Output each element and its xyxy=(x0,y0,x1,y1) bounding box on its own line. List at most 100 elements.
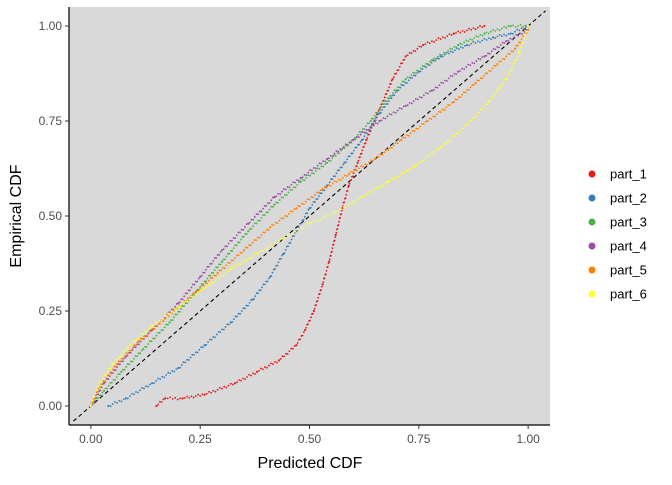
data-point xyxy=(229,382,232,385)
data-point xyxy=(414,97,417,100)
data-point xyxy=(391,147,393,149)
data-point xyxy=(140,349,143,352)
data-point xyxy=(392,76,395,79)
data-point xyxy=(117,373,120,376)
data-point xyxy=(390,97,393,100)
data-point xyxy=(271,205,274,208)
legend-key-part_3 xyxy=(588,218,596,226)
data-point xyxy=(503,42,506,44)
data-point xyxy=(107,378,110,380)
data-point xyxy=(305,176,308,179)
data-point xyxy=(163,326,166,329)
data-point xyxy=(133,344,136,347)
data-point xyxy=(400,138,403,142)
data-point xyxy=(321,188,324,191)
data-point xyxy=(447,104,450,106)
data-point xyxy=(194,293,197,296)
data-point xyxy=(242,307,245,310)
data-point xyxy=(445,142,447,145)
data-point xyxy=(433,57,435,60)
data-point xyxy=(437,37,440,40)
data-point xyxy=(190,395,193,398)
data-point xyxy=(266,280,269,283)
data-point xyxy=(448,140,451,143)
data-point xyxy=(472,116,475,119)
data-point xyxy=(338,220,340,223)
data-point xyxy=(523,30,526,33)
data-point xyxy=(232,237,235,239)
data-point xyxy=(96,390,99,393)
data-point xyxy=(186,292,188,295)
data-point xyxy=(159,378,162,380)
data-point xyxy=(408,76,411,79)
data-point xyxy=(423,65,426,68)
data-point xyxy=(148,340,151,343)
data-point xyxy=(322,215,325,218)
data-point xyxy=(318,195,320,198)
y-tick-label: 0.75 xyxy=(39,114,63,128)
data-point xyxy=(169,372,172,375)
x-tick-label: 0.00 xyxy=(79,432,103,446)
data-point xyxy=(369,126,371,129)
data-point xyxy=(284,188,287,191)
data-point xyxy=(295,344,298,347)
data-point xyxy=(359,156,361,159)
data-point xyxy=(302,227,305,230)
data-point xyxy=(101,383,104,385)
data-point xyxy=(350,202,353,205)
data-point xyxy=(276,242,279,245)
data-point xyxy=(496,28,499,31)
data-point xyxy=(105,373,108,376)
data-point xyxy=(479,58,482,61)
data-point xyxy=(389,97,392,100)
data-point xyxy=(101,377,104,380)
data-point xyxy=(128,349,131,352)
data-point xyxy=(412,49,415,52)
data-point xyxy=(316,164,319,167)
data-point xyxy=(99,389,102,392)
data-point xyxy=(178,310,181,313)
data-point xyxy=(410,74,413,77)
data-point xyxy=(331,247,334,250)
data-point xyxy=(516,44,519,47)
data-point xyxy=(483,74,485,77)
data-point xyxy=(498,60,501,63)
data-point xyxy=(219,263,222,266)
data-point xyxy=(416,98,419,101)
data-point xyxy=(153,337,156,340)
data-point xyxy=(162,329,164,332)
data-point xyxy=(382,99,385,102)
data-point xyxy=(158,319,161,322)
data-point xyxy=(338,169,340,172)
data-point xyxy=(471,83,474,86)
data-point xyxy=(465,123,469,126)
data-point xyxy=(410,102,413,105)
data-point xyxy=(336,169,339,172)
data-point xyxy=(312,167,315,169)
data-point xyxy=(331,178,334,181)
data-point xyxy=(127,347,130,349)
data-point xyxy=(251,241,254,244)
data-point xyxy=(301,202,303,205)
data-point xyxy=(110,364,113,367)
data-point xyxy=(301,178,304,181)
data-point xyxy=(255,222,258,225)
data-point xyxy=(428,42,431,45)
data-point xyxy=(487,32,490,35)
data-point xyxy=(142,337,145,340)
data-point xyxy=(417,128,420,130)
data-point xyxy=(428,64,431,67)
data-point xyxy=(116,363,119,366)
data-point xyxy=(294,181,297,184)
data-point xyxy=(394,91,397,94)
data-point xyxy=(224,326,227,328)
data-point xyxy=(237,254,240,257)
data-point xyxy=(218,277,221,279)
data-point xyxy=(467,63,470,66)
data-point xyxy=(459,96,462,99)
data-point xyxy=(165,323,168,326)
data-point xyxy=(450,34,453,36)
data-point xyxy=(316,198,319,200)
data-point xyxy=(213,257,216,259)
data-point xyxy=(116,401,118,404)
